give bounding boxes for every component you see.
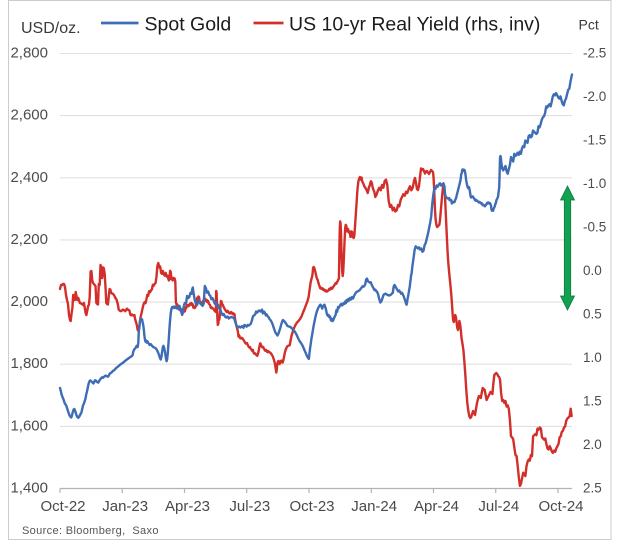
- svg-text:2.0: 2.0: [583, 437, 602, 452]
- svg-text:-1.5: -1.5: [583, 133, 606, 148]
- svg-text:US 10-yr Real Yield (rhs, inv): US 10-yr Real Yield (rhs, inv): [289, 14, 540, 36]
- svg-text:-2.0: -2.0: [583, 89, 606, 104]
- svg-text:0.5: 0.5: [583, 307, 602, 322]
- svg-text:USD/oz.: USD/oz.: [21, 20, 81, 37]
- svg-text:-1.0: -1.0: [583, 176, 606, 191]
- svg-text:2,000: 2,000: [10, 293, 48, 310]
- svg-text:Oct-24: Oct-24: [538, 498, 583, 515]
- svg-text:1,800: 1,800: [10, 355, 48, 372]
- svg-text:2.5: 2.5: [583, 481, 602, 496]
- svg-text:Apr-24: Apr-24: [414, 498, 459, 515]
- svg-text:Apr-23: Apr-23: [165, 498, 210, 515]
- svg-text:Jan-24: Jan-24: [351, 498, 397, 515]
- svg-text:Oct-23: Oct-23: [289, 498, 334, 515]
- svg-text:-0.5: -0.5: [583, 220, 606, 235]
- svg-text:Jul-24: Jul-24: [478, 498, 519, 515]
- svg-text:Source: Bloomberg, Saxo: Source: Bloomberg, Saxo: [22, 525, 159, 537]
- svg-text:Spot Gold: Spot Gold: [145, 14, 232, 36]
- svg-text:1.0: 1.0: [583, 350, 602, 365]
- svg-text:1,400: 1,400: [10, 480, 48, 497]
- svg-text:Jan-23: Jan-23: [102, 498, 148, 515]
- svg-text:-2.5: -2.5: [583, 46, 606, 61]
- svg-text:2,400: 2,400: [10, 169, 48, 186]
- svg-text:2,200: 2,200: [10, 231, 48, 248]
- svg-text:1.5: 1.5: [583, 394, 602, 409]
- svg-text:2,600: 2,600: [10, 107, 48, 124]
- svg-text:Jul-23: Jul-23: [229, 498, 270, 515]
- svg-text:Pct: Pct: [579, 17, 599, 33]
- svg-text:Oct-22: Oct-22: [40, 498, 85, 515]
- svg-text:1,600: 1,600: [10, 417, 48, 434]
- svg-text:0.0: 0.0: [583, 263, 602, 278]
- svg-text:2,800: 2,800: [10, 45, 48, 62]
